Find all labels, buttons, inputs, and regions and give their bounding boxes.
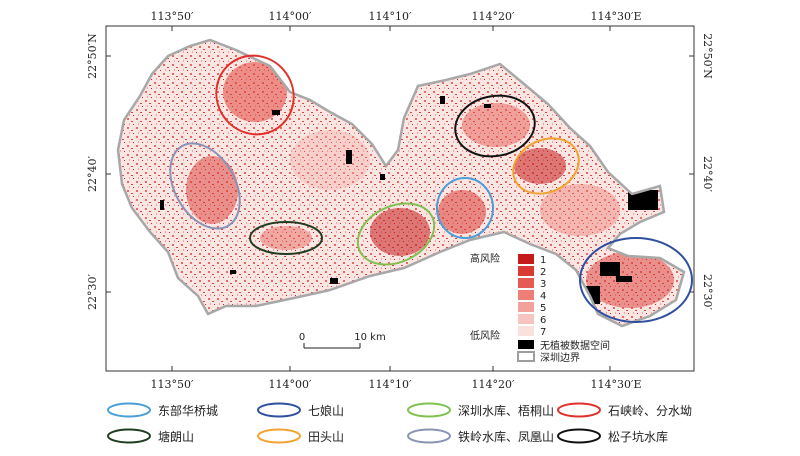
left-lat-label: 22°40′ xyxy=(86,156,99,192)
region-legend-item: 石峡岭、分水坳 xyxy=(556,400,692,420)
ellipse-icon xyxy=(407,428,451,444)
risk-level-label: 2 xyxy=(540,267,546,278)
region-legend-item: 田头山 xyxy=(256,426,344,446)
region-legend: 东部华桥城 七娘山 深圳水库、梧桐山 石峡岭、分水坳塘朗山 田头山 铁岭水库、凤凰山 松子坑… xyxy=(106,400,706,452)
high-risk-label: 高风险 xyxy=(470,252,500,265)
risk-level-label: 6 xyxy=(540,315,546,326)
ellipse-songzikeng xyxy=(454,94,536,158)
region-legend-label: 石峡岭、分水坳 xyxy=(608,403,693,418)
ellipse-qiniangshan xyxy=(579,237,693,323)
risk-level-swatch xyxy=(518,278,534,288)
region-legend-item: 深圳水库、梧桐山 xyxy=(406,400,554,420)
boundary-label: 深圳边界 xyxy=(540,352,580,364)
top-lon-label: 113°50′ xyxy=(151,10,194,23)
map-frame-border xyxy=(105,25,695,372)
ellipse-shixialing xyxy=(215,54,295,136)
region-legend-label: 铁岭水库、凤凰山 xyxy=(458,429,555,444)
region-legend-label: 塘朗山 xyxy=(158,429,195,444)
frame-ticks xyxy=(106,26,694,371)
bottom-lon-label: 114°10′ xyxy=(369,378,412,391)
nodata-swatch xyxy=(518,340,534,349)
ellipse-icon xyxy=(107,428,151,444)
right-lat-label: 22°50′N xyxy=(701,33,714,79)
shenzhen-land xyxy=(116,38,686,328)
region-legend-label: 松子坑水库 xyxy=(608,429,669,444)
scale-bar: 0 10 km xyxy=(299,332,386,349)
risk-level-label: 3 xyxy=(540,279,546,290)
region-legend-label: 七娘山 xyxy=(308,403,345,418)
ellipse-tieling xyxy=(169,142,241,230)
ellipse-icon xyxy=(257,428,301,444)
ellipse-icon xyxy=(407,402,451,418)
ellipse-icon xyxy=(557,402,601,418)
bottom-lon-label: 114°20′ xyxy=(472,378,515,391)
risk-patches xyxy=(160,62,674,308)
right-lat-label: 22°40′ xyxy=(701,156,714,192)
region-legend-item: 松子坑水库 xyxy=(556,426,668,446)
left-lat-label: 22°50′N xyxy=(86,33,99,79)
risk-level-swatch xyxy=(518,254,534,264)
scale-zero-label: 0 xyxy=(299,332,305,343)
risk-level-label: 4 xyxy=(540,291,546,302)
ellipse-tiantoushan xyxy=(512,137,580,195)
bottom-lon-label: 114°00′ xyxy=(269,378,312,391)
top-lon-label: 114°20′ xyxy=(472,10,515,23)
ellipse-icon xyxy=(107,402,151,418)
region-legend-item: 塘朗山 xyxy=(106,426,194,446)
bottom-lon-label: 114°30′E xyxy=(590,378,641,391)
ellipse-tanglangshan xyxy=(249,221,323,255)
region-legend-item: 七娘山 xyxy=(256,400,344,420)
risk-level-swatch xyxy=(518,266,534,276)
region-legend-label: 东部华桥城 xyxy=(158,403,219,418)
top-lon-label: 114°30′E xyxy=(590,10,641,23)
right-lat-label: 22°30′ xyxy=(701,274,714,310)
left-lat-label: 22°30′ xyxy=(86,274,99,310)
nodata-label: 无植被数据空间 xyxy=(540,339,610,352)
top-lon-label: 114°00′ xyxy=(269,10,312,23)
bottom-lon-label: 113°50′ xyxy=(151,378,194,391)
scale-end-label: 10 km xyxy=(354,332,385,343)
boundary-swatch xyxy=(517,351,535,362)
risk-level-swatch xyxy=(518,314,534,324)
low-risk-label: 低风险 xyxy=(470,329,500,342)
risk-level-swatch xyxy=(518,326,534,336)
risk-level-swatch xyxy=(518,290,534,300)
region-legend-label: 田头山 xyxy=(308,429,345,444)
top-lon-label: 114°10′ xyxy=(369,10,412,23)
ellipse-shenzhen-reservoir xyxy=(356,202,436,266)
ellipse-dongbu-huaqiao xyxy=(436,177,494,239)
region-legend-label: 深圳水库、梧桐山 xyxy=(458,403,555,418)
risk-level-label: 5 xyxy=(540,303,546,314)
risk-level-label: 7 xyxy=(540,327,546,338)
ellipse-icon xyxy=(557,428,601,444)
risk-level-label: 1 xyxy=(540,255,546,266)
region-legend-item: 东部华桥城 xyxy=(106,400,218,420)
region-ellipses xyxy=(169,54,693,323)
region-legend-item: 铁岭水库、凤凰山 xyxy=(406,426,554,446)
ellipse-icon xyxy=(257,402,301,418)
risk-level-swatch xyxy=(518,302,534,312)
